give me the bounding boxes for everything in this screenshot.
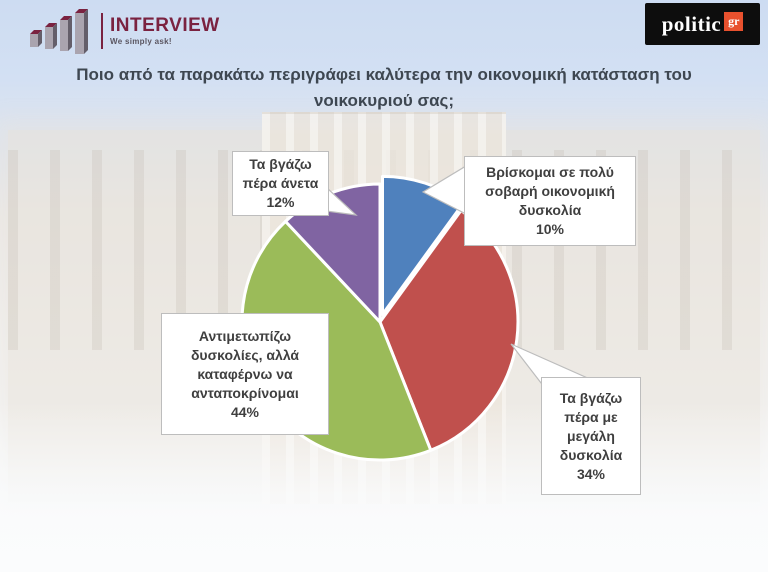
callout-text-very-serious-difficulty: Βρίσκομαι σε πολύ σοβαρή οικονομική δυσκ… [485,164,615,237]
callout-text-coping-with-difficulties: Αντιμετωπίζω δυσκολίες, αλλά καταφέρνω ν… [190,327,300,420]
interview-logo-name: INTERVIEW [110,15,220,36]
callout-label-very-serious-difficulty: Βρίσκομαι σε πολύ σοβαρή οικονομική δυσκ… [464,156,636,246]
callout-label-comfortably: Τα βγάζω πέρα άνετα 12% [232,151,329,216]
interview-bars-icon [30,9,88,54]
politic-gr-logo: politic gr [645,3,760,45]
politic-logo-gr-badge: gr [724,11,744,31]
politic-logo-name: politic [661,11,722,36]
callout-text-comfortably: Τα βγάζω πέρα άνετα 12% [242,156,319,210]
callout-label-great-difficulty: Τα βγάζω πέρα με μεγάλη δυσκολία 34% [541,377,641,495]
callout-label-coping-with-difficulties: Αντιμετωπίζω δυσκολίες, αλλά καταφέρνω ν… [161,313,329,435]
interview-logo: INTERVIEW We simply ask! [28,8,220,54]
interview-logo-divider [101,13,103,49]
question-title: Ποιο από τα παρακάτω περιγράφει καλύτερα… [76,65,692,110]
interview-logo-tagline: We simply ask! [110,37,172,46]
callout-text-great-difficulty: Τα βγάζω πέρα με μεγάλη δυσκολία 34% [559,389,623,482]
pie-slices [240,174,520,462]
